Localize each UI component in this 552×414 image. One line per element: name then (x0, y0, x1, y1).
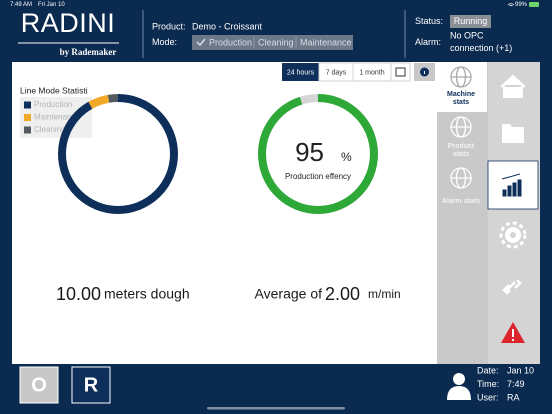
average-value: 2.00 (325, 284, 360, 304)
efficiency-value: 95 (295, 137, 324, 167)
stat-title: Line Mode Statisti (20, 85, 88, 95)
period-button-active[interactable] (282, 63, 319, 81)
link-icon[interactable] (502, 279, 522, 295)
tab-label[interactable]: Alarm stats (442, 198, 480, 205)
user-label: User: (477, 392, 499, 402)
mode-button[interactable]: Maintenance (300, 37, 352, 47)
button-label: R (84, 374, 99, 396)
user-icon (453, 373, 465, 385)
status-value: Running (454, 16, 488, 26)
mode-button[interactable]: Production (209, 37, 252, 47)
alarm-label: Alarm: (415, 37, 441, 47)
battery-icon (529, 2, 539, 7)
alarm-text: connection (+1) (450, 43, 512, 53)
period-label: 7 days (326, 69, 347, 76)
mode-label: Mode: (152, 37, 177, 47)
r-button[interactable] (71, 366, 111, 404)
nav-column (488, 62, 540, 364)
alarm-text: No OPC (450, 30, 484, 40)
period-label: 24 hours (287, 69, 315, 76)
legend-swatch (24, 114, 31, 121)
calendar-button[interactable] (390, 62, 411, 82)
mode-group (192, 35, 353, 50)
output-unit: meters dough (104, 286, 190, 302)
date-value: Jan 10 (507, 365, 534, 375)
warning-icon (512, 339, 514, 341)
donut-segment (58, 94, 178, 214)
home-indicator (207, 407, 345, 410)
efficiency-unit: % (341, 150, 352, 164)
gear-icon (499, 221, 527, 249)
user-value: RA (507, 392, 520, 402)
mode-button[interactable]: Cleaning (258, 37, 294, 47)
tab-label: stats (453, 99, 469, 106)
o-button[interactable] (19, 366, 59, 404)
logo: RADINI (21, 8, 116, 38)
button-label: O (31, 374, 47, 396)
product-name: Demo - Croissant (192, 21, 263, 31)
legend-swatch (24, 101, 31, 109)
time-label: Time: (477, 379, 499, 389)
chart-icon[interactable] (501, 173, 522, 197)
gear-icon (510, 232, 516, 238)
clock: 7:49 AM (10, 2, 32, 8)
status-label: Status: (415, 16, 443, 26)
tab-label: Machine (447, 91, 475, 98)
info-icon (424, 71, 425, 74)
date-label: Date: (477, 365, 499, 375)
warning-icon (512, 329, 514, 337)
tab-label[interactable]: stats (453, 151, 469, 158)
average-prefix: Average of (255, 286, 323, 302)
tab-column (437, 62, 488, 364)
tab-label[interactable]: Product (448, 143, 475, 150)
battery-text: 99% (515, 2, 528, 8)
period-label: 1 month (359, 69, 384, 76)
wifi-icon (507, 3, 515, 7)
legend-label: Cleaning (34, 125, 66, 134)
check-icon (196, 38, 206, 47)
time-value: 7:49 (507, 379, 525, 389)
logo-sub: by Rademaker (60, 47, 117, 57)
folder-icon[interactable] (502, 124, 524, 143)
date: Fri Jan 10 (38, 2, 65, 8)
efficiency-label: Production effency (285, 172, 351, 181)
output-value: 10.00 (56, 284, 101, 304)
user-icon (447, 386, 471, 400)
legend-swatch (24, 126, 31, 134)
legend-label: Production (34, 100, 72, 109)
average-unit: m/min (368, 287, 401, 301)
home-icon[interactable] (500, 74, 526, 98)
status-badge (450, 15, 491, 28)
legend-label: Maintenance (34, 113, 80, 122)
globe-icon (450, 66, 472, 189)
calendar-icon (395, 67, 406, 77)
donut-segment (258, 94, 378, 214)
product-label: Product: (152, 21, 186, 31)
